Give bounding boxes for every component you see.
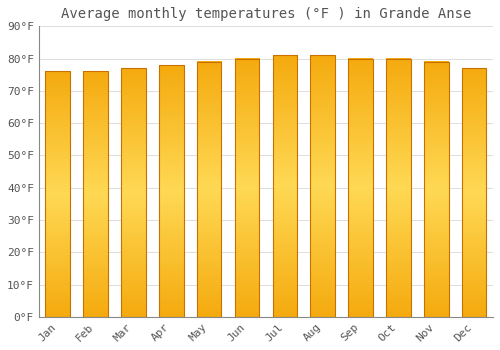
Bar [348, 58, 373, 317]
Bar [310, 55, 335, 317]
Bar [234, 58, 260, 317]
Bar [121, 68, 146, 317]
Bar [386, 58, 410, 317]
Bar [46, 71, 70, 317]
Bar [84, 71, 108, 317]
Bar [272, 55, 297, 317]
Bar [159, 65, 184, 317]
Bar [462, 68, 486, 317]
Bar [197, 62, 222, 317]
Bar [424, 62, 448, 317]
Title: Average monthly temperatures (°F ) in Grande Anse: Average monthly temperatures (°F ) in Gr… [60, 7, 471, 21]
